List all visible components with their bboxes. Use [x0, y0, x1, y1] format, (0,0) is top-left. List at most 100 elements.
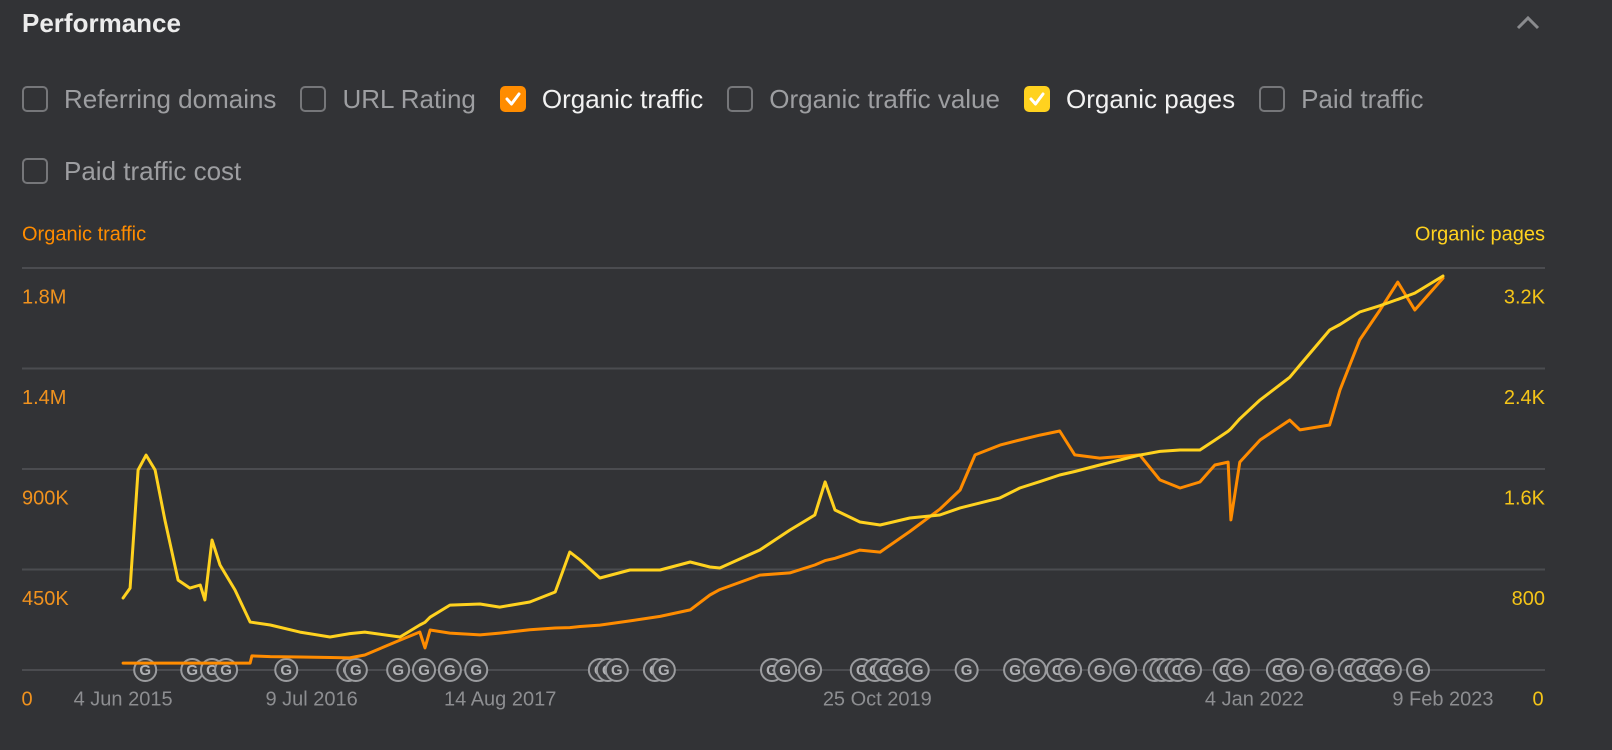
checkbox[interactable]: [1023, 86, 1050, 112]
metric-toggle[interactable]: Organic pages: [1023, 82, 1236, 116]
update-marker-label: G: [1369, 662, 1381, 679]
update-marker-label: G: [280, 662, 292, 679]
check-mark: [1029, 92, 1045, 106]
metric-toggle[interactable]: Organic traffic: [499, 82, 704, 116]
y2-tick-label: 3.2K: [1504, 286, 1546, 308]
update-marker: [1280, 658, 1305, 682]
update-marker: [1022, 658, 1047, 682]
checkbox[interactable]: [499, 86, 526, 112]
metric-toggle[interactable]: Paid traffic: [1259, 82, 1423, 116]
update-marker: [1087, 658, 1112, 682]
update-marker: [1406, 658, 1431, 682]
x-tick-label: 9 Feb 2023: [1392, 688, 1493, 710]
series-line: [121, 274, 1445, 639]
update-marker-label: G: [1232, 662, 1244, 679]
update-marker-label: G: [892, 662, 904, 679]
metric-toggle[interactable]: Organic traffic value: [727, 82, 1000, 116]
update-marker: [1225, 658, 1250, 682]
update-marker: [651, 658, 676, 682]
update-marker-label: G: [658, 662, 670, 679]
update-marker: [1113, 658, 1138, 682]
update-marker: [905, 658, 930, 682]
update-marker-label: G: [1272, 662, 1284, 679]
update-marker-label: G: [1094, 662, 1106, 679]
update-marker: [773, 658, 798, 682]
update-marker-label: G: [804, 662, 816, 679]
toggle-label: URL Rating: [342, 83, 476, 114]
metric-toggle[interactable]: Referring domains: [22, 82, 276, 116]
update-marker: [274, 658, 299, 682]
y-tick-label: 1.8M: [22, 286, 66, 308]
y-tick-label: 900K: [22, 487, 69, 509]
update-marker: [1377, 658, 1402, 682]
y2-tick-label: 2.4K: [1504, 387, 1546, 409]
update-marker-label: G: [1172, 662, 1184, 679]
update-marker-label: G: [444, 662, 456, 679]
update-marker-label: G: [1052, 662, 1064, 679]
update-marker: [954, 658, 979, 682]
y-tick-label: 1.4M: [22, 387, 66, 409]
collapse-button[interactable]: [1512, 10, 1544, 34]
toggle-label: Organic traffic value: [769, 83, 1000, 114]
update-marker-label: G: [856, 662, 868, 679]
update-marker: [1177, 658, 1202, 682]
y2-axis-label: Organic pages: [1415, 223, 1545, 245]
update-marker-label: G: [1029, 662, 1041, 679]
checkbox[interactable]: [22, 86, 48, 112]
update-marker-label: G: [1384, 662, 1396, 679]
toggle-label: Referring domains: [64, 83, 277, 114]
update-marker: [464, 658, 489, 682]
update-marker-label: G: [139, 662, 151, 679]
update-marker-label: G: [1219, 662, 1231, 679]
update-marker: [437, 658, 462, 682]
update-marker-label: G: [350, 662, 362, 679]
x-tick-label: 4 Jun 2015: [74, 688, 173, 710]
y-tick-label: 450K: [22, 588, 69, 610]
metric-toggle[interactable]: URL Rating: [300, 82, 476, 116]
update-marker: [1309, 658, 1334, 682]
x-tick-label: 14 Aug 2017: [444, 688, 556, 710]
update-marker-label: G: [470, 662, 482, 679]
y2-tick-label: 800: [1512, 588, 1545, 610]
update-marker-label: G: [1119, 662, 1131, 679]
update-marker: [386, 658, 411, 682]
y2-tick-label: 1.6K: [1504, 487, 1546, 509]
metric-toggles: Referring domains URL Rating Organic traff…: [22, 82, 1542, 188]
update-marker-label: G: [1286, 662, 1298, 679]
update-marker-label: G: [1184, 662, 1196, 679]
update-marker-label: G: [879, 662, 891, 679]
update-marker: [1058, 658, 1083, 682]
check-mark: [505, 92, 521, 106]
update-marker-label: G: [392, 662, 404, 679]
update-marker-label: G: [1412, 662, 1424, 679]
update-marker-label: G: [1316, 662, 1328, 679]
update-marker-label: G: [186, 662, 198, 679]
update-marker-label: G: [611, 662, 623, 679]
update-marker-label: G: [1009, 662, 1021, 679]
x-tick-label: 25 Oct 2019: [823, 688, 932, 710]
toggle-label: Organic pages: [1065, 83, 1236, 114]
update-marker: [604, 658, 629, 682]
checkbox[interactable]: [1259, 86, 1286, 112]
section-title: Performance: [22, 8, 181, 38]
toggle-label: Organic traffic: [541, 83, 704, 114]
update-marker-label: G: [1356, 662, 1368, 679]
update-marker: [412, 658, 437, 682]
series-line: [121, 276, 1445, 665]
x-tick-label: 9 Jul 2016: [265, 688, 357, 710]
update-marker-label: G: [418, 662, 430, 679]
toggle-label: Paid traffic: [1301, 83, 1424, 114]
update-marker-label: G: [1064, 662, 1076, 679]
y-axis-label: Organic traffic: [22, 223, 146, 245]
metric-toggle[interactable]: Paid traffic cost: [22, 154, 241, 188]
update-marker-label: G: [206, 662, 218, 679]
checkbox[interactable]: [727, 86, 754, 112]
update-marker-label: G: [779, 662, 791, 679]
checkbox[interactable]: [300, 86, 327, 112]
update-marker: [343, 658, 368, 682]
update-marker: [798, 658, 823, 682]
update-marker-label: G: [766, 662, 778, 679]
checkbox[interactable]: [22, 158, 48, 184]
